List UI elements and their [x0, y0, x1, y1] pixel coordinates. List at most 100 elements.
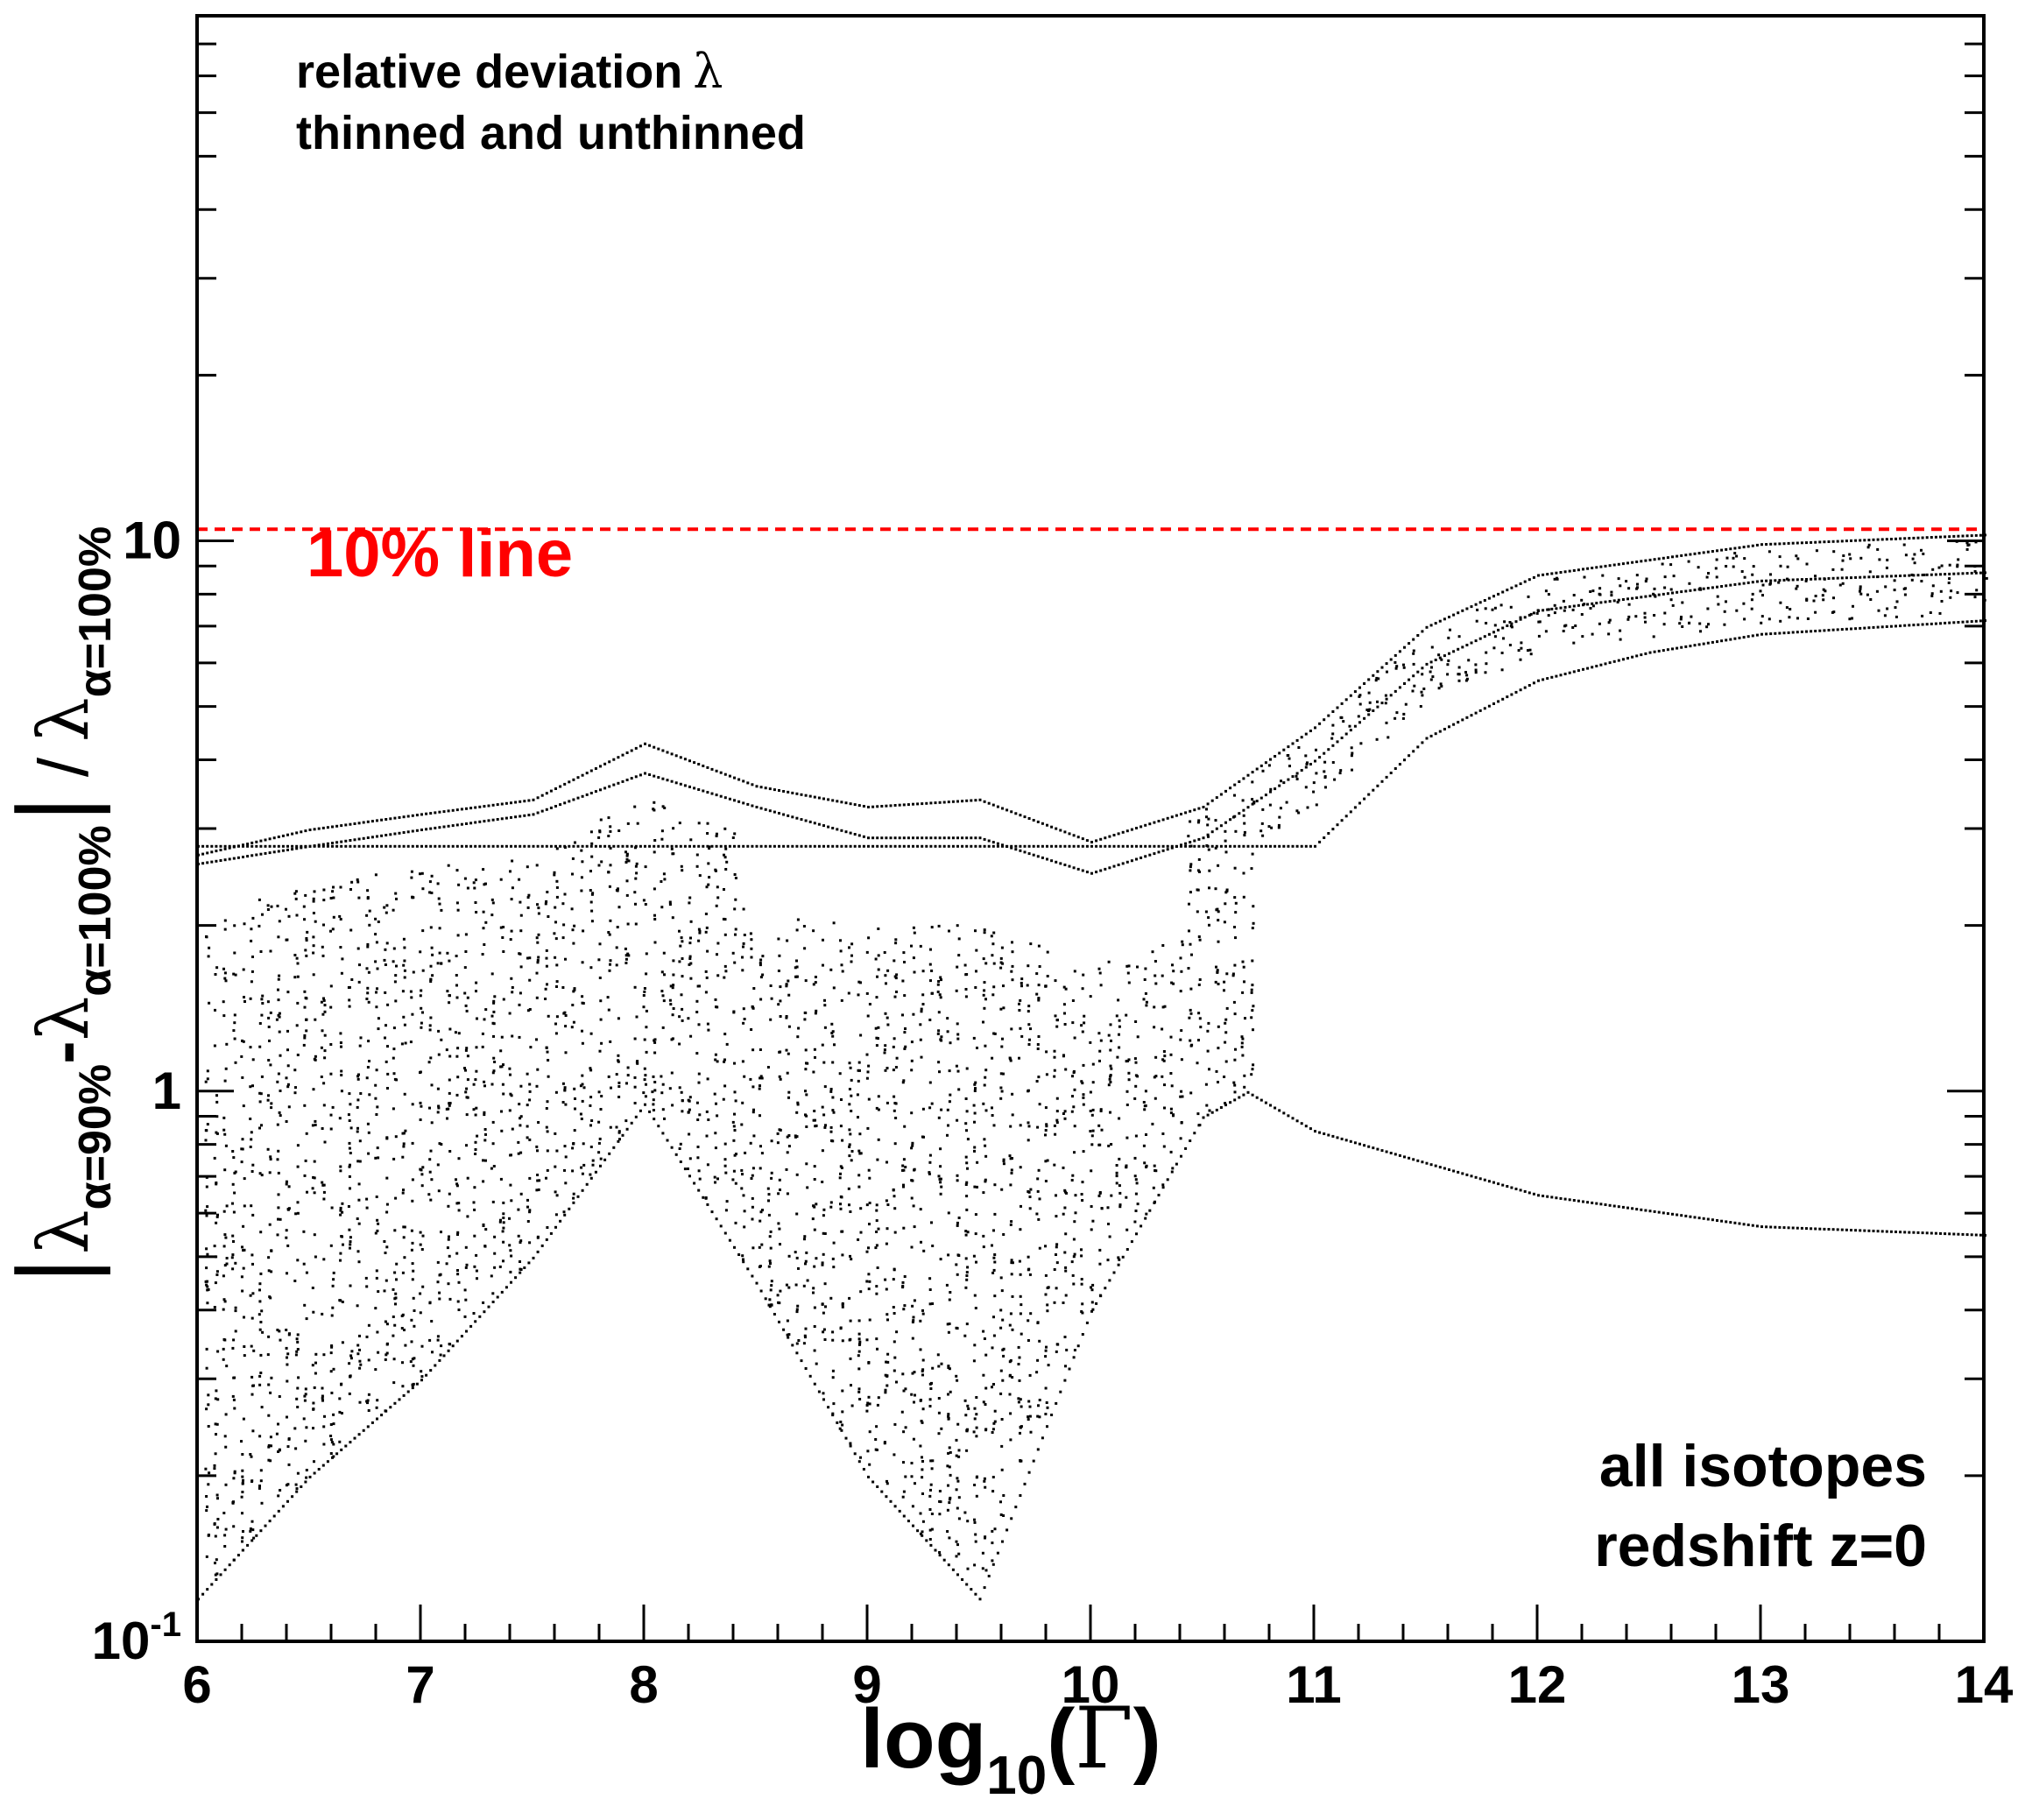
data-point — [895, 1330, 899, 1334]
data-point — [1574, 624, 1577, 627]
data-point — [1484, 671, 1487, 674]
series-point — [1974, 571, 1978, 575]
data-point — [921, 1520, 925, 1523]
data-point — [526, 1198, 529, 1202]
data-point — [625, 1082, 628, 1085]
data-point — [877, 1037, 879, 1041]
series-point — [1295, 738, 1299, 742]
data-point — [278, 1030, 281, 1033]
series-point — [1327, 1133, 1330, 1137]
series-point — [264, 838, 267, 842]
data-point — [1402, 666, 1406, 669]
data-point — [535, 936, 539, 940]
data-point — [384, 1358, 387, 1361]
data-point — [848, 1296, 851, 1300]
data-point — [975, 1435, 978, 1438]
series-point — [438, 1358, 441, 1362]
data-point — [448, 1235, 450, 1238]
data-point — [750, 1177, 753, 1180]
data-point — [1312, 781, 1316, 785]
data-point — [716, 974, 720, 977]
data-point — [1181, 943, 1184, 947]
data-point — [332, 1422, 335, 1426]
data-point — [215, 1182, 218, 1184]
data-point — [278, 1448, 281, 1451]
data-point — [1669, 563, 1673, 567]
series-point — [451, 824, 455, 828]
series-point — [1050, 859, 1054, 863]
data-point — [475, 1069, 478, 1073]
data-point — [598, 1049, 602, 1053]
series-point — [706, 765, 709, 769]
data-point — [222, 1298, 226, 1302]
data-point — [732, 1125, 736, 1128]
data-point — [928, 1528, 932, 1532]
data-point — [303, 918, 306, 921]
data-point — [920, 1240, 922, 1244]
data-point — [1089, 1110, 1092, 1112]
data-point — [357, 1222, 361, 1225]
data-point — [814, 981, 817, 984]
data-point — [349, 1152, 352, 1154]
series-point — [1778, 1225, 1782, 1229]
series-point — [500, 1290, 504, 1294]
data-point — [1064, 1294, 1068, 1297]
data-point — [1107, 1033, 1111, 1037]
data-point — [779, 1243, 781, 1246]
data-point — [777, 1301, 780, 1304]
data-point — [804, 1327, 808, 1330]
data-point — [1312, 790, 1316, 794]
data-point — [937, 1011, 941, 1014]
data-point — [1750, 607, 1753, 610]
series-point — [1121, 830, 1125, 834]
data-point — [616, 926, 619, 928]
data-point — [1838, 583, 1842, 587]
data-point — [668, 998, 672, 1002]
data-point — [1241, 991, 1245, 994]
data-point — [420, 1248, 424, 1251]
data-point — [311, 1287, 314, 1289]
data-point — [214, 1422, 217, 1426]
data-point — [892, 1278, 895, 1281]
data-point — [813, 1228, 816, 1231]
data-point — [982, 1234, 985, 1238]
data-point — [770, 997, 773, 1000]
series-point — [742, 1260, 745, 1264]
data-point — [436, 1163, 440, 1167]
series-point — [1725, 584, 1728, 588]
data-point — [431, 974, 434, 977]
series-point — [1532, 575, 1535, 579]
data-point — [511, 1127, 514, 1131]
series-point — [519, 800, 522, 803]
series-point — [1085, 839, 1089, 843]
data-point — [1020, 1034, 1024, 1038]
data-point — [535, 1145, 539, 1148]
data-point — [375, 991, 377, 994]
data-point — [599, 1018, 603, 1021]
data-point — [1099, 1039, 1103, 1042]
series-point — [1461, 609, 1464, 612]
data-point — [742, 1194, 745, 1197]
data-point — [885, 1067, 889, 1069]
data-point — [366, 1401, 369, 1405]
data-point — [1814, 595, 1817, 597]
series-point — [353, 1436, 356, 1440]
data-point — [1027, 1339, 1030, 1342]
data-point — [617, 1054, 620, 1057]
data-point — [966, 1428, 969, 1431]
data-point — [1261, 769, 1265, 772]
series-point — [639, 744, 642, 748]
data-point — [204, 1209, 208, 1212]
data-point — [340, 1382, 343, 1386]
data-point — [698, 929, 702, 933]
data-point — [356, 1344, 360, 1347]
data-point — [430, 1121, 434, 1125]
data-point — [902, 1308, 906, 1311]
data-point — [679, 1142, 682, 1146]
data-point — [1743, 617, 1746, 621]
data-point — [974, 1232, 977, 1236]
data-point — [1036, 1125, 1040, 1129]
data-point — [911, 1337, 914, 1340]
data-point — [439, 1273, 442, 1276]
data-point — [733, 873, 737, 876]
